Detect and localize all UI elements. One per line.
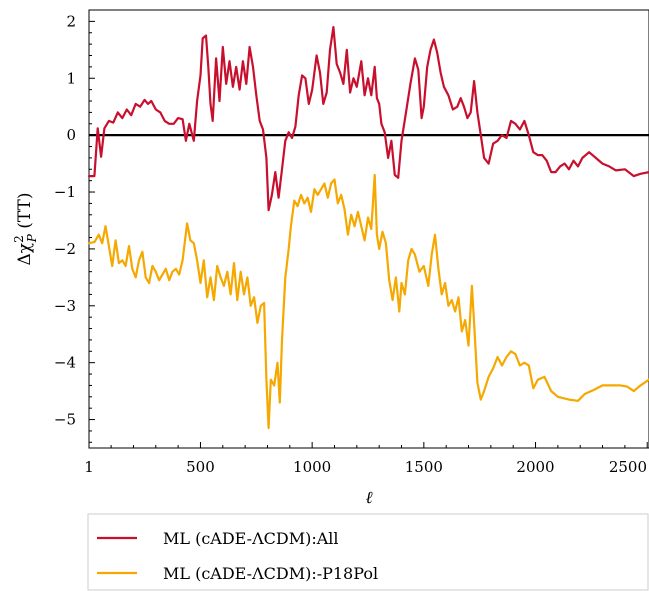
series-layer: [87, 26, 649, 430]
y-axis-label-suffix: (TT): [15, 193, 35, 235]
legend-label-all: ML (cADE-ΛCDM):All: [163, 529, 339, 548]
y-tick-label: −1: [54, 183, 76, 201]
series-line-p18pol: [87, 173, 649, 430]
plot-area: 1 500 1000 1500 2000 2500 210−1−2−3−4−5: [54, 9, 649, 476]
x-tick-label: 1: [84, 458, 94, 476]
y-tick-label: −2: [54, 240, 76, 258]
x-axis-label: ℓ: [365, 488, 372, 508]
y-tick-label: 1: [66, 69, 76, 87]
plot-frame: [88, 9, 649, 449]
y-tick-label: −3: [54, 297, 76, 315]
legend-box: [87, 513, 649, 591]
legend-label-p18pol: ML (cADE-ΛCDM):-P18Pol: [163, 564, 378, 583]
series-line-all: [87, 26, 649, 212]
x-tick-label: 500: [186, 458, 215, 476]
x-tick-label: 2500: [609, 458, 647, 476]
x-tick-label: 1500: [405, 458, 443, 476]
y-tick-label: 2: [66, 12, 76, 30]
x-tick-label: 1000: [293, 458, 331, 476]
y-tick-label: −5: [54, 411, 76, 429]
y-axis-label-sub: P: [25, 233, 39, 243]
x-tick-label: 2000: [516, 458, 554, 476]
legend: ML (cADE-ΛCDM):All ML (cADE-ΛCDM):-P18Po…: [87, 513, 649, 591]
y-tick-label: −4: [54, 354, 76, 372]
y-axis: 2 1 0 −1 −2 −3 −4 −5: [54, 9, 95, 443]
y-axis-label-sup: 2: [12, 235, 26, 243]
y-tick-label: 0: [66, 126, 76, 144]
y-axis-label: Δχ2P (TT): [12, 193, 39, 266]
x-axis: 1 500 1000 1500 2000 2500: [84, 442, 648, 476]
y-axis-label-base: Δχ: [15, 243, 35, 266]
